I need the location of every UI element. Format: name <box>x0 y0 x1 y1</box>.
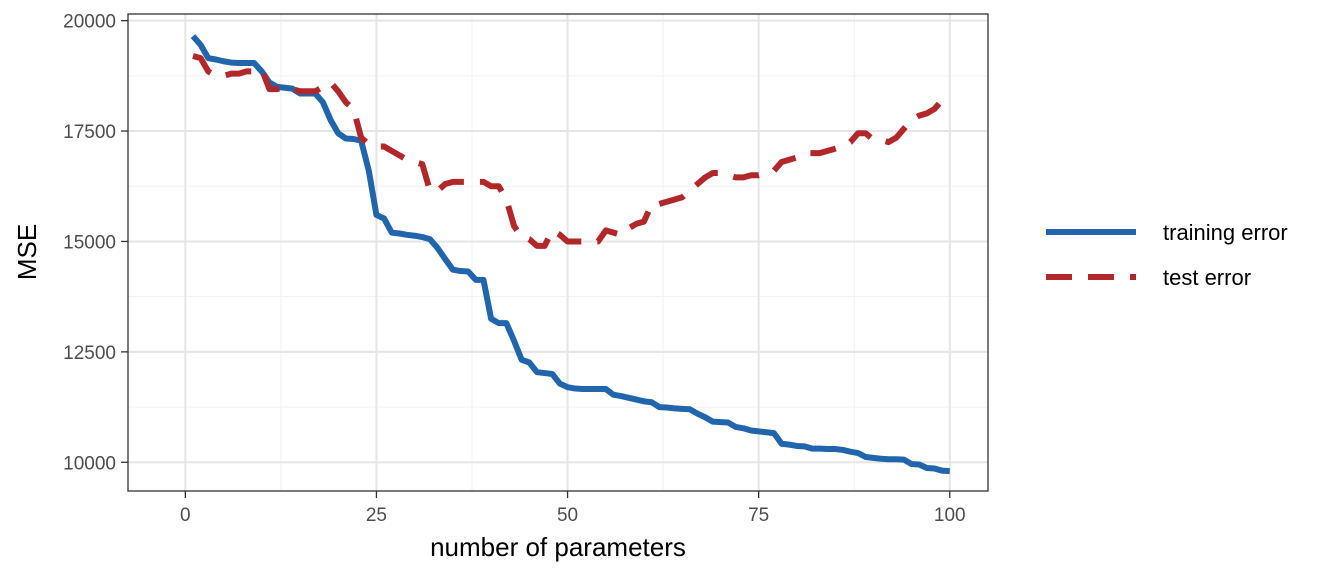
plot-panel-background <box>128 14 988 491</box>
y-tick-label: 12500 <box>63 343 116 364</box>
y-tick-label: 15000 <box>63 232 116 253</box>
x-axis-title: number of parameters <box>430 532 686 562</box>
y-tick-label: 20000 <box>63 12 116 33</box>
x-tick-label: 25 <box>366 505 387 526</box>
x-axis-ticks: 0 25 50 75 100 <box>180 491 966 526</box>
x-tick-label: 50 <box>557 505 578 526</box>
plot-panel-border <box>127 13 989 492</box>
y-axis-title: MSE <box>12 224 42 280</box>
x-tick-label: 100 <box>934 505 966 526</box>
y-axis-ticks: 10000 12500 15000 17500 20000 <box>63 12 128 474</box>
major-gridlines <box>128 14 988 491</box>
legend-label-test-error: test error <box>1163 265 1251 290</box>
series-line-test-error <box>192 53 950 249</box>
x-tick-label: 75 <box>748 505 769 526</box>
legend-label-training-error: training error <box>1163 220 1288 245</box>
x-tick-label: 0 <box>180 505 191 526</box>
series-line-training-error <box>190 34 950 475</box>
minor-gridlines <box>128 14 988 491</box>
y-tick-label: 17500 <box>63 122 116 143</box>
legend: training error test error <box>1046 220 1288 290</box>
series-layer <box>190 34 950 475</box>
y-tick-label: 10000 <box>63 453 116 474</box>
